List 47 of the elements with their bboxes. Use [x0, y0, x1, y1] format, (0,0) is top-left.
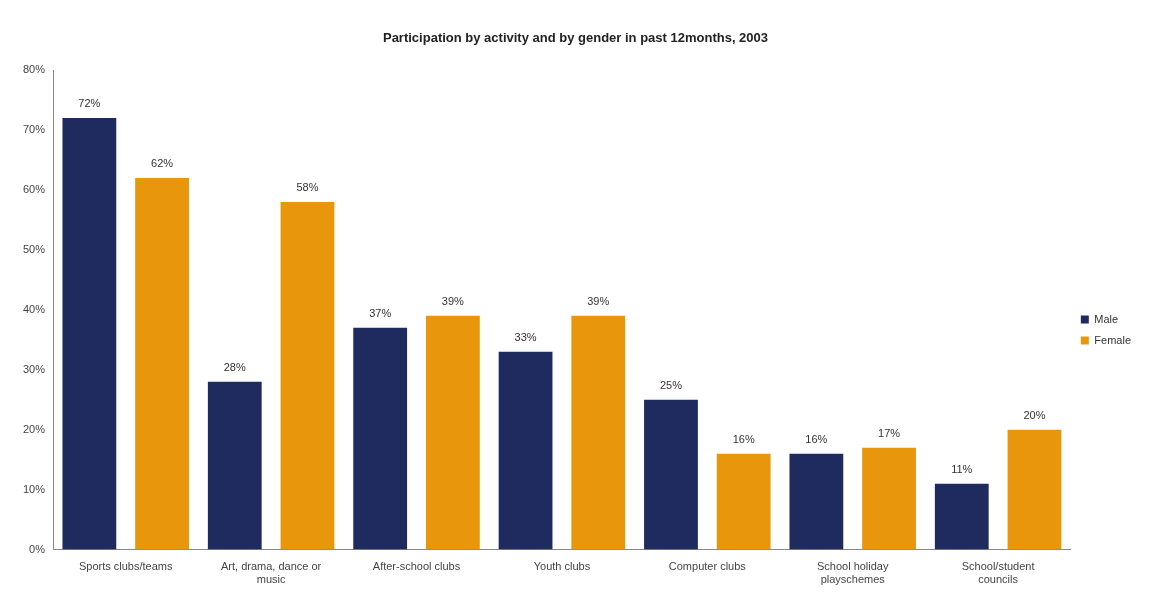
y-tick-label: 50% — [22, 242, 46, 255]
x-tick-label: Youth clubs — [533, 560, 591, 573]
data-label: 39% — [441, 295, 465, 308]
x-tick-label: School holiday playschemes — [816, 560, 889, 586]
data-label: 25% — [659, 379, 683, 392]
x-tick-label: Art, drama, dance or music — [220, 560, 322, 586]
legend-label: Male — [1094, 312, 1119, 325]
bar — [716, 453, 771, 550]
data-label: 11% — [951, 463, 973, 476]
bar — [644, 399, 698, 550]
y-tick-label: 10% — [22, 482, 46, 495]
y-tick-label: 20% — [22, 422, 46, 435]
x-tick-label: Computer clubs — [668, 560, 747, 573]
y-tick-label: 40% — [22, 302, 46, 315]
bar — [789, 453, 844, 550]
x-tick-label: School/student councils — [961, 560, 1035, 586]
bar — [934, 483, 989, 550]
bar — [1007, 429, 1062, 550]
data-label: 33% — [514, 331, 537, 344]
bar — [571, 315, 626, 550]
data-label: 58% — [296, 181, 319, 194]
bar — [353, 327, 408, 550]
y-tick-label: 60% — [22, 182, 46, 195]
bar — [62, 117, 117, 550]
data-label: 62% — [151, 157, 174, 170]
data-label: 16% — [732, 433, 755, 446]
bar — [425, 315, 480, 550]
y-tick-label: 80% — [22, 63, 46, 76]
data-label: 39% — [587, 295, 610, 308]
bar — [207, 381, 262, 550]
bar — [498, 351, 553, 550]
data-label: 28% — [223, 361, 246, 374]
data-label: 72% — [78, 97, 101, 110]
bar — [280, 201, 335, 550]
x-tick-label: Sports clubs/teams — [78, 560, 173, 573]
y-tick-label: 30% — [22, 362, 46, 375]
legend-label: Female — [1094, 333, 1132, 346]
y-tick-label: 70% — [22, 122, 46, 135]
bar — [862, 447, 916, 550]
data-label: 37% — [369, 307, 392, 320]
x-tick-label: After-school clubs — [372, 560, 461, 573]
bar — [135, 177, 189, 550]
data-label: 16% — [805, 433, 828, 446]
chart-title: Participation by activity and by gender in past 12months, 2003 — [381, 30, 770, 45]
y-tick-label: 0% — [29, 542, 46, 555]
data-label: 17% — [878, 427, 901, 440]
data-label: 20% — [1023, 409, 1046, 422]
